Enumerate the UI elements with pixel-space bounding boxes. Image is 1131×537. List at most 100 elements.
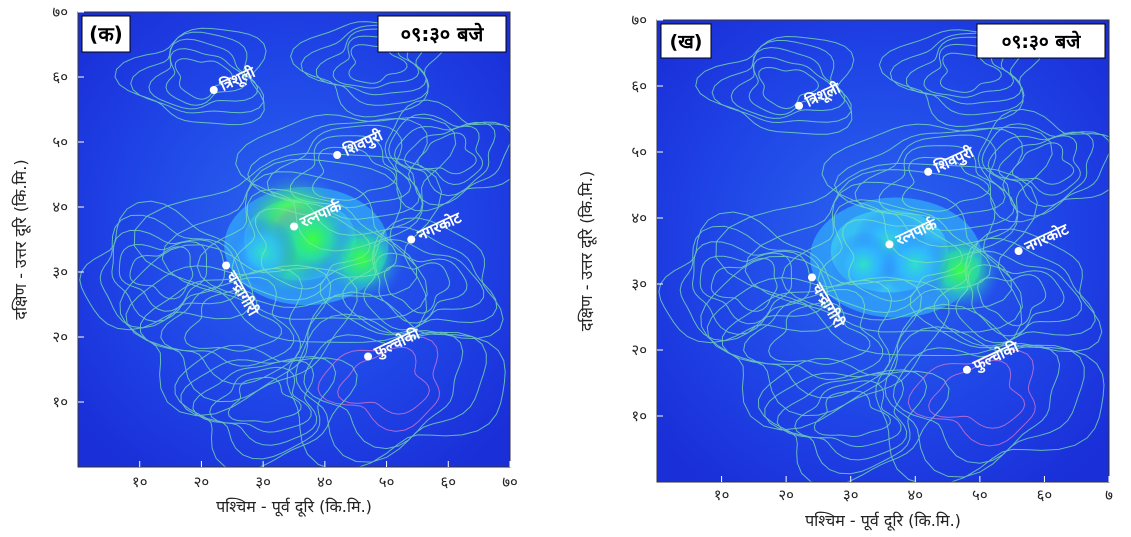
contour-line (363, 238, 485, 331)
panel-label-box (660, 23, 712, 59)
heatmap-hotspot (228, 217, 298, 288)
contour-line (813, 390, 891, 438)
contour-line (133, 152, 443, 343)
contour-line (286, 291, 506, 467)
contour-line (981, 123, 1109, 217)
contour-line (768, 301, 871, 365)
place-marker (924, 167, 933, 176)
x-tick-label: ७० (502, 473, 518, 491)
contour-line (842, 218, 964, 302)
panel-label-box (81, 15, 131, 53)
place-marker (209, 86, 218, 94)
contour-line (337, 346, 430, 415)
contour-line (710, 257, 778, 312)
plot-area (657, 20, 1109, 482)
contour-line (130, 31, 265, 114)
contour-line (711, 39, 852, 124)
contour-line (184, 289, 282, 352)
y-tick-label: ३० (52, 263, 68, 281)
place-marker (333, 151, 342, 159)
contour-line (111, 229, 226, 323)
contour-line (119, 244, 358, 417)
y-tick-label: ७० (631, 11, 647, 29)
contour-line (180, 356, 337, 460)
contour-line (878, 145, 1006, 220)
place-marker (222, 261, 231, 270)
contour-line (821, 123, 1053, 264)
contour-line (388, 113, 510, 206)
x-tick-label: ३० (843, 486, 859, 504)
plot-frame (656, 19, 1110, 483)
y-tick-label: ६० (52, 68, 68, 86)
contour-line (875, 303, 1105, 482)
contour-line (129, 246, 194, 300)
contour-line (764, 369, 928, 475)
contour-line (700, 255, 950, 431)
contour-line (730, 46, 846, 119)
contour-line (403, 125, 484, 186)
contour-line (794, 380, 902, 448)
contour-line (114, 27, 267, 126)
contour-line (699, 252, 793, 325)
contour-line (312, 146, 397, 201)
time-badge: ०९:३० बजे (1002, 30, 1082, 53)
x-tick-label: ५० (379, 473, 395, 491)
contour-line (892, 344, 1061, 464)
y-tick-label: १० (631, 407, 647, 425)
x-tick-label: ७ (1105, 486, 1113, 504)
contour-line (907, 349, 1036, 447)
x-tick-label: ३० (255, 473, 271, 491)
contour-line (139, 267, 303, 385)
time-badge-box (976, 23, 1106, 59)
contour-line (854, 134, 1016, 231)
contour-lines (658, 29, 1109, 482)
x-tick-label: ६० (440, 473, 456, 491)
place-marker (290, 222, 298, 231)
contour-line (231, 188, 398, 301)
contour-line (99, 214, 242, 329)
contour-line (928, 359, 1026, 429)
contour-line (967, 264, 1065, 337)
contour-line (743, 289, 884, 381)
contour-line (383, 262, 451, 314)
plot-area (78, 12, 510, 467)
y-tick-label: ४० (52, 198, 68, 216)
contour-line (721, 279, 893, 399)
x-tick-label: २० (778, 486, 794, 504)
y-tick-label: ७० (52, 3, 68, 21)
time-badge-box (377, 15, 507, 53)
place-marker (795, 101, 804, 110)
x-tick-label: ६० (1037, 486, 1053, 504)
x-axis-label: पश्चिम - पूर्व दूरि (कि.मि.) (805, 511, 961, 531)
x-tick-label: ४० (317, 473, 333, 491)
contour-line (1011, 142, 1075, 185)
contour-line (342, 226, 498, 334)
y-tick-label: ३० (631, 275, 647, 293)
y-tick-label: २० (631, 341, 647, 359)
contour-line (955, 250, 1082, 344)
contour-line (227, 376, 302, 423)
contour-line (679, 225, 829, 342)
contour-line (695, 35, 855, 135)
heatmap-hotspot (830, 231, 897, 297)
contour-line (817, 199, 992, 314)
contour-line (758, 66, 820, 110)
place-marker (1014, 247, 1023, 255)
y-tick-label: ५० (52, 133, 68, 151)
y-tick-label: १० (52, 393, 68, 411)
contour-line (317, 336, 441, 432)
contour-line (209, 366, 312, 433)
contour-line (987, 131, 1094, 208)
contour-line (289, 135, 412, 209)
contour-line (118, 240, 208, 312)
contour-line (901, 156, 990, 212)
contour-line (715, 162, 1038, 357)
time-badge: ०९:३० बजे (401, 22, 485, 46)
y-tick-label: ४० (631, 209, 647, 227)
place-marker (364, 352, 373, 361)
contour-line (196, 171, 418, 309)
y-tick-label: २० (52, 328, 68, 346)
chart-panel-a: १० २० ३० ४० ५० ६० ७० १० २० ३० ४० ५० ६० ७० पश्चिम - पूर… (0, 0, 545, 537)
contour-line (174, 344, 358, 467)
contour-line (384, 99, 510, 212)
